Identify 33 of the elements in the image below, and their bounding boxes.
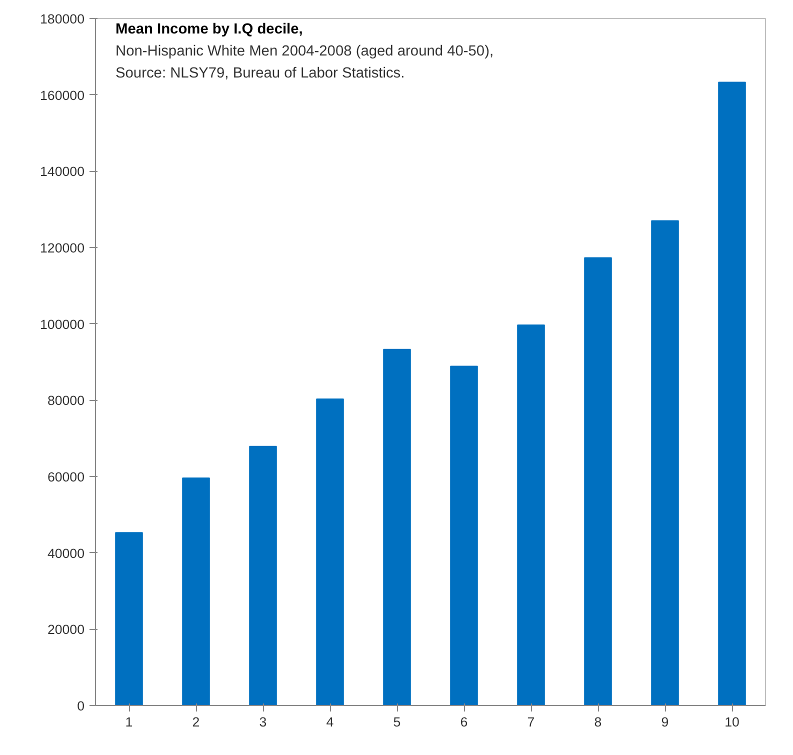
bar: [316, 398, 344, 706]
x-tick-label: 7: [527, 714, 535, 730]
chart-title: Mean Income by I.Q decile,: [116, 22, 303, 38]
bar: [249, 446, 277, 706]
y-tick-label: 40000: [47, 546, 84, 561]
bar: [450, 366, 478, 706]
x-tick-label: 9: [661, 714, 669, 730]
bar: [517, 324, 545, 706]
bar: [182, 478, 210, 706]
bar: [718, 82, 746, 706]
y-tick-label: 0: [77, 698, 85, 714]
x-tick-label: 10: [724, 714, 740, 730]
x-tick-label: 3: [259, 714, 267, 730]
annotation: Source: NLSY79, Bureau of Labor Statistics.: [116, 66, 405, 82]
bar: [651, 220, 679, 706]
y-tick-label: 20000: [47, 622, 84, 638]
bar: [115, 532, 143, 706]
bar: [383, 348, 411, 706]
x-tick-label: 1: [125, 714, 133, 730]
x-tick-label: 6: [460, 714, 468, 730]
x-tick-label: 4: [326, 714, 334, 730]
y-tick-label: 80000: [47, 393, 84, 408]
y-tick-label: 60000: [47, 470, 84, 484]
bar: [584, 257, 612, 706]
text: Non-Hispanic White Men 2004-2008 (aged around 40-50),: [116, 44, 494, 60]
x-tick-label: 5: [393, 714, 401, 730]
y-tick-label: 120000: [40, 240, 85, 256]
x-tick-label: 2: [192, 714, 200, 730]
y-tick-label: 160000: [40, 88, 85, 103]
y-tick-label: 180000: [40, 12, 85, 26]
x-tick-label: 8: [594, 714, 602, 730]
y-tick-label: 100000: [40, 316, 85, 332]
y-tick-label: 140000: [40, 164, 85, 180]
